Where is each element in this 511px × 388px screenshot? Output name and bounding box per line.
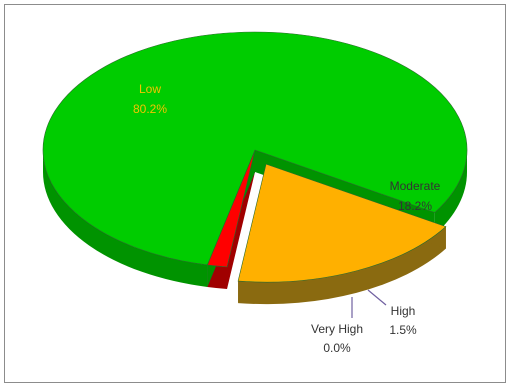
label-name-very-high: Very High [311, 322, 363, 336]
label-value-very-high: 0.0% [323, 341, 351, 355]
pie-side-low [43, 150, 208, 287]
callout-high [367, 289, 387, 306]
label-name-moderate: Moderate [390, 179, 441, 193]
label-value-high: 1.5% [389, 323, 417, 337]
pie-slice-moderate [237, 163, 447, 283]
label-value-moderate: 18.2% [398, 199, 432, 213]
label-value-low: 80.2% [133, 102, 167, 116]
pie-side-low-b [434, 150, 468, 235]
pie-slice-low [42, 31, 468, 266]
label-name-high: High [391, 304, 416, 318]
pie-side-moderate [238, 226, 446, 305]
label-name-low: Low [139, 82, 161, 96]
